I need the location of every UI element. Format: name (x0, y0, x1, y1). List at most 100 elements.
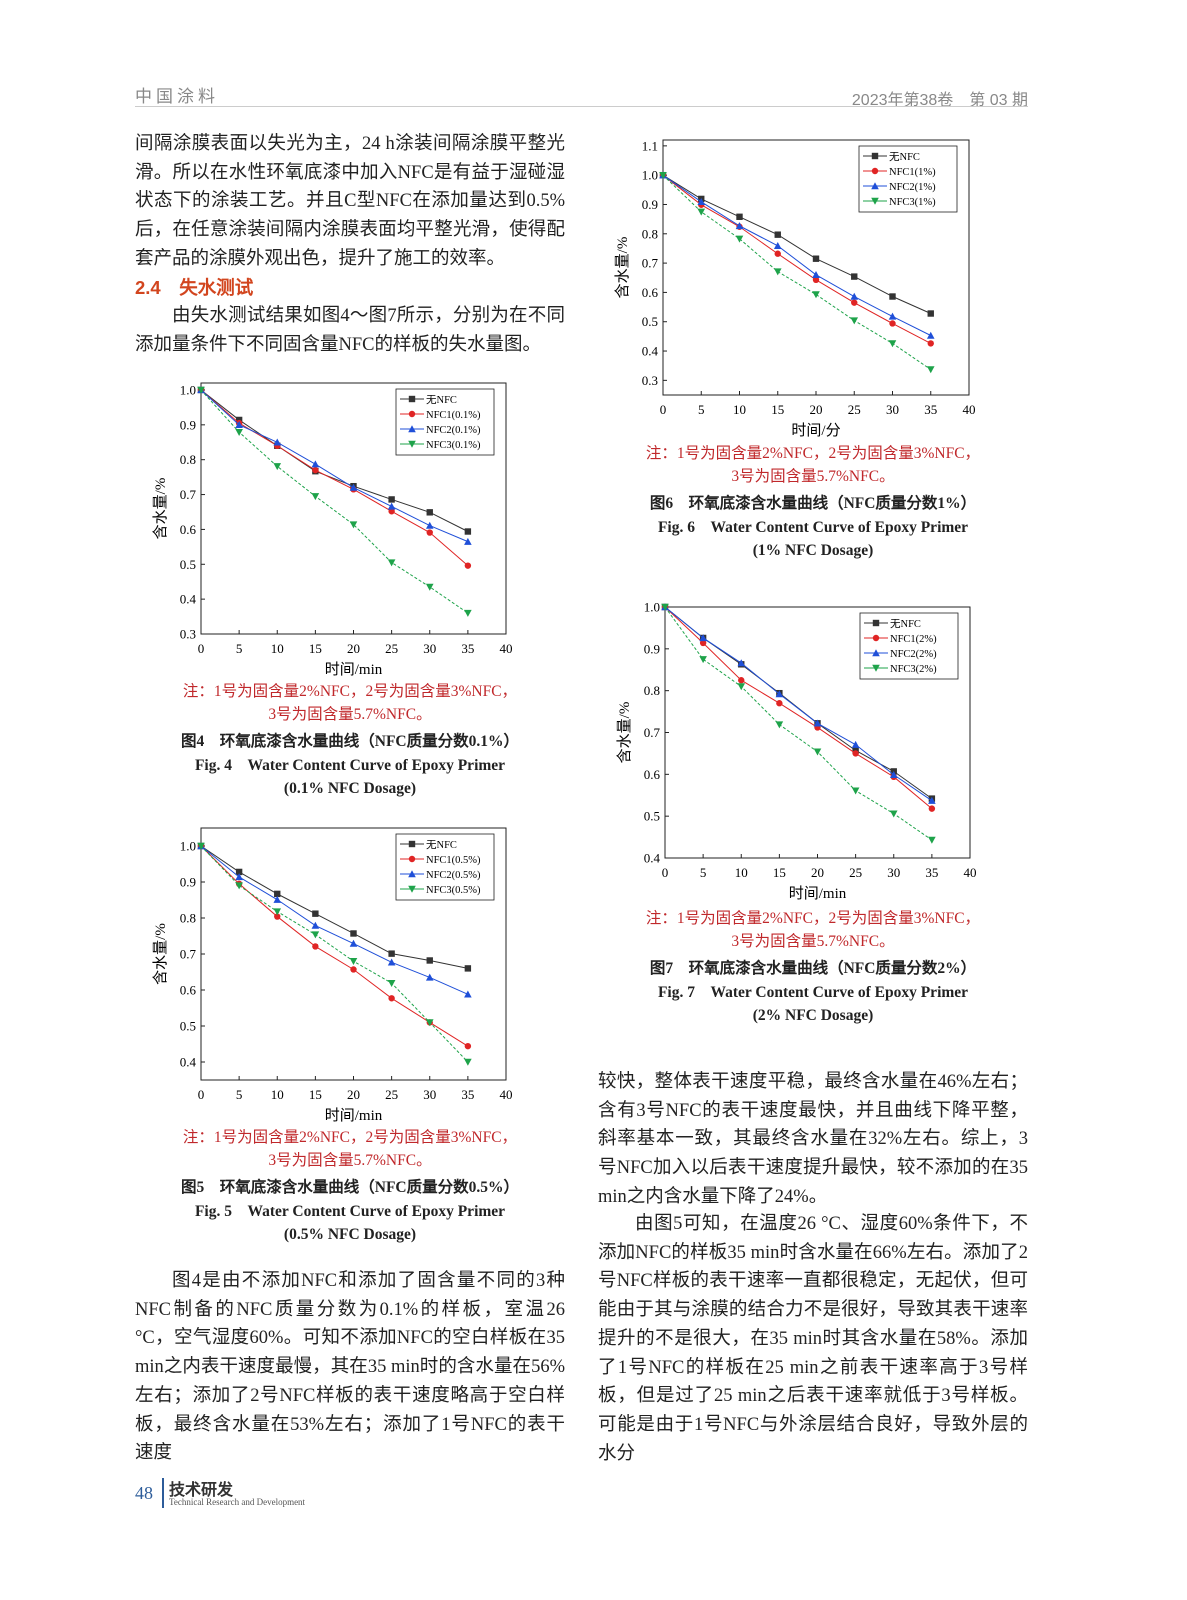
y-tick-label: 1.0 (180, 382, 196, 397)
marker (273, 438, 282, 446)
marker (851, 299, 858, 306)
figure-note: 注：1号为固含量2%NFC，2号为固含量3%NFC， (182, 1129, 518, 1146)
marker (697, 198, 706, 206)
marker (888, 340, 897, 348)
marker (851, 273, 858, 280)
legend-label: NFC3(0.5%) (426, 885, 481, 896)
marker (408, 855, 416, 863)
page-number: 48 (135, 1483, 153, 1503)
x-tick-label: 5 (236, 641, 243, 656)
marker (735, 235, 744, 243)
figure-caption: 图4 环氧底漆含水量曲线（NFC质量分数0.1%） (181, 733, 519, 750)
paragraph: 间隔涂膜表面以失光为主，24 h涂装间隔涂膜平整光滑。所以在水性环氧底漆中加入N… (135, 134, 565, 269)
marker (661, 603, 669, 611)
marker (425, 1019, 434, 1027)
series-line (662, 174, 931, 336)
marker (425, 973, 434, 981)
marker (425, 521, 434, 529)
marker (889, 810, 898, 818)
marker (273, 895, 282, 903)
marker (850, 317, 859, 325)
marker (235, 428, 243, 436)
marker (871, 167, 879, 175)
y-tick-label: 0.4 (644, 851, 661, 866)
y-tick-label: 0.8 (180, 452, 196, 467)
marker (813, 748, 822, 756)
y-tick-label: 0.3 (180, 627, 196, 642)
series-line (664, 606, 933, 810)
marker (812, 276, 820, 284)
x-tick-label: 0 (660, 402, 667, 417)
x-tick-label: 10 (271, 641, 284, 656)
marker (311, 493, 320, 501)
figure-caption-en: (2% NFC Dosage) (752, 1007, 874, 1024)
marker (928, 836, 936, 844)
marker (388, 508, 395, 515)
marker (889, 293, 896, 300)
marker (888, 312, 897, 320)
marker (776, 700, 783, 707)
marker (387, 958, 396, 966)
x-tick-label: 40 (963, 402, 976, 417)
section-heading: 2.4 失水测试 (135, 277, 254, 298)
figure-note: 注：1号为固含量2%NFC，2号为固含量3%NFC， (182, 683, 518, 700)
marker (812, 271, 820, 279)
series-line (200, 845, 469, 1047)
x-tick-label: 5 (698, 402, 705, 417)
marker (408, 870, 416, 878)
marker (852, 750, 859, 757)
x-tick-label: 15 (309, 641, 322, 656)
marker (812, 255, 820, 262)
marker (871, 152, 879, 160)
marker (889, 770, 898, 778)
x-axis-label: 时间/min (789, 885, 847, 902)
marker (774, 231, 781, 238)
x-tick-label: 30 (423, 1087, 436, 1102)
x-tick-label: 30 (886, 402, 899, 417)
marker (464, 609, 472, 617)
y-tick-label: 0.8 (644, 683, 660, 698)
footer-section: 技术研发 (169, 1482, 234, 1499)
marker (464, 528, 472, 535)
legend-label: NFC3(2%) (890, 664, 937, 675)
paragraph: 图4是由不添加NFC和添加了固含量不同的3种NFC制备的NFC质量分数为0.1%… (135, 1271, 565, 1464)
figure-note: 3号为固含量5.7%NFC。 (268, 706, 432, 723)
marker (464, 562, 472, 569)
marker (774, 250, 781, 257)
x-tick-label: 30 (887, 865, 900, 880)
y-tick-label: 0.9 (180, 875, 196, 890)
marker (889, 320, 896, 327)
figure-caption-en: Fig. 6 Water Content Curve of Epoxy Prim… (657, 519, 969, 536)
series-line (200, 389, 469, 614)
x-tick-label: 5 (700, 865, 707, 880)
marker (928, 796, 936, 804)
x-tick-label: 20 (810, 402, 823, 417)
x-tick-label: 35 (461, 1087, 474, 1102)
figure-caption-en: Fig. 7 Water Content Curve of Epoxy Prim… (657, 984, 969, 1001)
legend-label: NFC3(0.1%) (426, 440, 481, 451)
issue: 2023年第38卷 第 03 期 (851, 92, 1028, 109)
series-line (200, 845, 469, 995)
marker (773, 268, 782, 276)
x-tick-label: 0 (198, 641, 205, 656)
y-tick-label: 0.8 (642, 226, 658, 241)
legend-label: NFC1(2%) (890, 634, 937, 645)
marker (812, 291, 820, 299)
y-tick-label: 0.8 (180, 911, 196, 926)
marker (464, 1058, 472, 1066)
legend-label: NFC3(1%) (889, 197, 936, 208)
series-line (200, 845, 469, 1063)
marker (872, 664, 880, 672)
legend-label: NFC2(1%) (889, 182, 936, 193)
x-tick-label: 35 (924, 402, 937, 417)
legend-label: NFC2(0.1%) (426, 425, 481, 436)
marker (813, 719, 822, 727)
marker (349, 483, 358, 491)
marker (311, 931, 320, 939)
figure-caption-en: Fig. 4 Water Content Curve of Epoxy Prim… (194, 757, 506, 774)
marker (699, 634, 707, 642)
marker (408, 885, 416, 893)
x-axis-label: 时间/min (325, 661, 383, 678)
marker (311, 921, 320, 929)
y-tick-label: 0.4 (642, 344, 659, 359)
